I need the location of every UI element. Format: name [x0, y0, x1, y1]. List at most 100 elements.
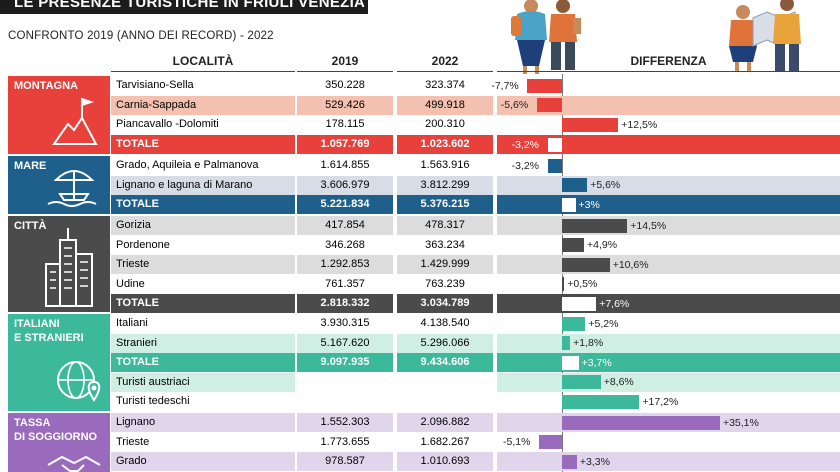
difference-bar	[562, 277, 565, 291]
category-label-line1: TASSA	[14, 417, 51, 429]
handshake-icon	[47, 455, 101, 472]
value-2022-cell: 1.682.267	[397, 432, 493, 452]
location-cell: Udine	[111, 274, 295, 294]
difference-bar	[539, 435, 562, 449]
value-2019-cell: 529.426	[297, 95, 393, 115]
value-2022-cell: 2.096.882	[397, 413, 493, 432]
location-cell: Lignano e laguna di Marano	[111, 175, 295, 195]
value-2019-cell: 5.167.620	[297, 333, 393, 353]
header-underline-difference	[497, 71, 840, 72]
value-2019-cell: 417.854	[297, 216, 393, 235]
location-cell: Gorizia	[111, 216, 295, 235]
location-cell: Lignano	[111, 413, 295, 432]
value-2019-cell: 1.552.303	[297, 413, 393, 432]
category-label-line1: ITALIANI	[14, 318, 60, 330]
table-row: Carnia-Sappada 529.426 499.918	[111, 95, 496, 115]
difference-bar	[562, 454, 577, 469]
location-cell: Trieste	[111, 255, 295, 274]
table-row: Italiani 3.930.315 4.138.540	[111, 314, 496, 333]
category-tassa: TASSA DI SOGGIORNO	[8, 413, 110, 472]
difference-total-band	[497, 135, 840, 154]
location-cell: Pordenone	[111, 235, 295, 255]
difference-label: -3,2%	[511, 138, 540, 151]
difference-bar	[562, 238, 585, 252]
location-cell: TOTALE	[111, 353, 295, 372]
difference-total-band	[497, 353, 840, 372]
value-2022-cell: 1.010.693	[397, 452, 493, 471]
category-label-line2: DI SOGGIORNO	[14, 431, 98, 443]
value-2022-cell: 1.563.916	[397, 156, 493, 175]
category-italiani: ITALIANI E STRANIERI	[8, 314, 110, 411]
value-2019-cell: 1.614.855	[297, 156, 393, 175]
difference-bar	[562, 117, 619, 132]
location-cell: Piancavallo -Dolomiti	[111, 115, 295, 134]
value-2022-cell: 9.434.606	[397, 353, 493, 372]
difference-row-band	[497, 452, 840, 471]
location-cell: Trieste	[111, 432, 295, 452]
header-underline-2022	[397, 71, 493, 72]
header-underline-location	[111, 71, 295, 72]
value-2019-cell: 350.228	[297, 76, 393, 95]
difference-label: +1,8%	[573, 337, 604, 349]
difference-bar	[562, 336, 571, 350]
value-2022-cell: 763.239	[397, 274, 493, 294]
value-2022-cell: 5.296.066	[397, 333, 493, 353]
value-2019-cell: 9.097.935	[297, 353, 393, 372]
value-2019-cell: 346.268	[297, 235, 393, 255]
value-2022-cell: 1.023.602	[397, 135, 493, 154]
value-2022-cell: 478.317	[397, 216, 493, 235]
table-row: Grado, Aquileia e Palmanova 1.614.855 1.56…	[111, 156, 496, 175]
difference-bar	[562, 316, 586, 331]
total-row: TOTALE 2.818.332 3.034.789	[111, 294, 496, 313]
location-cell: Grado	[111, 452, 295, 471]
value-2022-cell: 4.138.540	[397, 314, 493, 333]
difference-row-band	[497, 372, 840, 392]
difference-row-band	[497, 95, 840, 115]
difference-row-band	[497, 175, 840, 195]
value-2019-cell: 178.115	[297, 115, 393, 134]
location-cell: Carnia-Sappada	[111, 95, 295, 115]
location-cell: TOTALE	[111, 294, 295, 313]
category-montagna: MONTAGNA	[8, 76, 110, 154]
chart-title: LE PRESENZE TURISTICHE IN FRIULI VENEZIA…	[0, 0, 368, 41]
header-2022: 2022	[431, 54, 459, 68]
value-2022-cell: 363.234	[397, 235, 493, 255]
difference-bar	[562, 355, 579, 370]
category-label-line2: E STRANIERI	[14, 332, 84, 344]
table-row: Tarvisiano-Sella 350.228 323.374	[111, 76, 496, 95]
value-2019-cell: 3.930.315	[297, 314, 393, 333]
header-difference: DIFFERENZA	[630, 54, 707, 68]
total-row: TOTALE 5.221.834 5.376.215	[111, 195, 496, 214]
difference-bar	[562, 197, 576, 212]
value-2019-cell: 978.587	[297, 452, 393, 471]
tourists-illustration	[511, 0, 801, 74]
location-cell: TOTALE	[111, 195, 295, 214]
table-row: Piancavallo -Dolomiti 178.115 200.310	[111, 115, 496, 134]
table-row: Turisti austriaci	[111, 372, 496, 392]
value-2022-cell: 1.429.999	[397, 255, 493, 274]
difference-total-band	[497, 195, 840, 214]
difference-label: +3,3%	[579, 455, 610, 468]
difference-total-band	[497, 294, 840, 313]
difference-bar	[562, 257, 610, 272]
value-2022-cell: 200.310	[397, 115, 493, 134]
difference-bar	[562, 375, 601, 389]
difference-label: +17,2%	[642, 395, 679, 408]
difference-row-band	[497, 216, 840, 235]
difference-label: +0,5%	[567, 278, 598, 290]
difference-label: -5,1%	[503, 436, 531, 448]
skyscraper-icon	[45, 228, 93, 307]
difference-label: +8,6%	[603, 376, 634, 388]
beach-umbrella-icon	[47, 170, 97, 207]
table-row: Lignano e laguna di Marano 3.606.979 3.812…	[111, 175, 496, 195]
category-label: CITTÀ	[14, 220, 47, 232]
value-2022-cell: 323.374	[397, 76, 493, 95]
table-row: Lignano 1.552.303 2.096.882	[111, 413, 496, 432]
difference-bar	[562, 218, 628, 233]
mountain-flag-icon	[52, 98, 98, 145]
value-2019-cell: 3.606.979	[297, 175, 393, 195]
globe-pin-icon	[57, 361, 101, 402]
category-label: MONTAGNA	[14, 80, 78, 92]
difference-row-band	[497, 333, 840, 353]
category-citta: CITTÀ	[8, 216, 110, 312]
